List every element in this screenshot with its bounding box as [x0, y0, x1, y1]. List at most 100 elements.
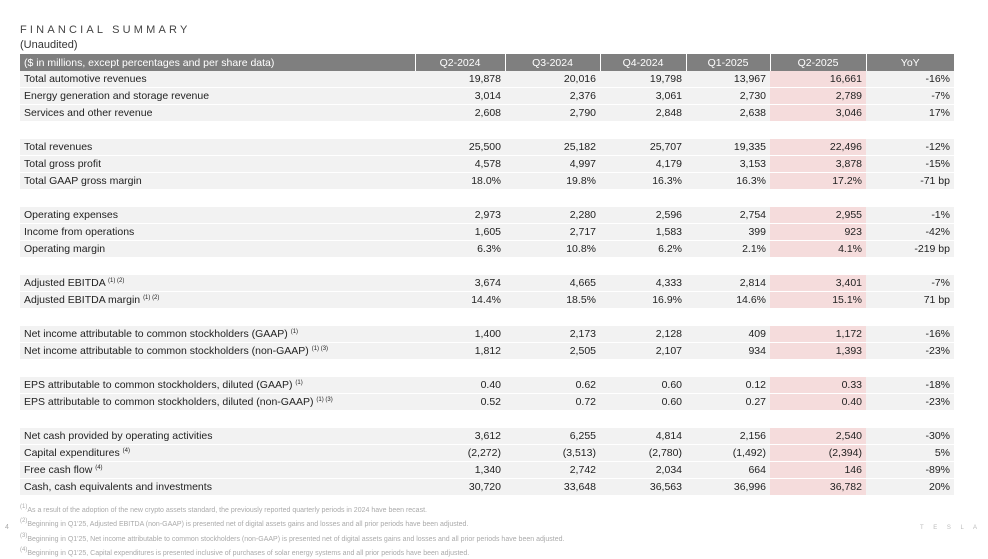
footnote-ref: (4)	[95, 465, 103, 471]
table-row: Operating margin 6.3% 10.8% 6.2% 2.1% 4.1% -21…	[20, 240, 954, 258]
cell-value: 0.62	[505, 376, 600, 394]
row-label: Adjusted EBITDA margin (1) (2)	[20, 291, 415, 309]
cell-value: 2,717	[505, 223, 600, 241]
table-row: Net income attributable to common stockh…	[20, 325, 954, 343]
column-header: YoY	[865, 54, 954, 71]
page-number: 4	[5, 524, 9, 531]
cell-value: -30%	[866, 427, 954, 445]
cell-value: 16,661	[770, 71, 866, 88]
row-label: Free cash flow (4)	[20, 461, 415, 479]
cell-value: 146	[770, 461, 866, 479]
spacer-row	[20, 121, 954, 139]
cell-value: 664	[686, 461, 770, 479]
footnote-text: Beginning in Q1'25, Capital expenditures…	[27, 549, 470, 557]
row-label: Services and other revenue	[20, 104, 415, 122]
tesla-logo: T E S L A	[920, 525, 982, 531]
table-row: Capital expenditures (4) (2,272) (3,513) (2…	[20, 444, 954, 462]
cell-value: 2,848	[600, 104, 686, 122]
row-label-text: Total GAAP gross margin	[24, 175, 142, 187]
column-header: Q1-2025	[685, 54, 770, 71]
cell-value: 20,016	[505, 71, 600, 88]
table-row: Adjusted EBITDA margin (1) (2) 14.4% 18.5%…	[20, 291, 954, 309]
footnote-number: (3)	[20, 532, 28, 539]
cell-value: 2,608	[415, 104, 505, 122]
footnotes: (1)As a result of the adoption of the ne…	[20, 502, 565, 559]
cell-value: 14.6%	[686, 291, 770, 309]
cell-value: 2,376	[505, 87, 600, 105]
cell-value: 2,505	[505, 342, 600, 360]
cell-value: 3,612	[415, 427, 505, 445]
cell-value: 0.52	[415, 393, 505, 411]
cell-value: 4,997	[505, 155, 600, 173]
cell-value: 3,014	[415, 87, 505, 105]
cell-value: 2,973	[415, 206, 505, 224]
cell-value: 2,754	[686, 206, 770, 224]
cell-value: 3,401	[770, 274, 866, 292]
cell-value: -23%	[866, 393, 954, 411]
cell-value: 10.8%	[505, 240, 600, 258]
table-row: Total automotive revenues 19,878 20,016 19,…	[20, 71, 954, 88]
row-label: Cash, cash equivalents and investments	[20, 478, 415, 496]
cell-value: 3,878	[770, 155, 866, 173]
cell-value: 0.33	[770, 376, 866, 394]
row-label: Net income attributable to common stockh…	[20, 325, 415, 343]
table-row: Free cash flow (4) 1,340 2,742 2,034 664 146-…	[20, 461, 954, 479]
row-label-text: Operating margin	[24, 243, 106, 255]
cell-value: 16.9%	[600, 291, 686, 309]
cell-value: 20%	[866, 478, 954, 496]
cell-value: 17.2%	[770, 172, 866, 190]
cell-value: 19,878	[415, 71, 505, 88]
footnote-ref: (1) (2)	[108, 278, 125, 284]
table-row: Total revenues 25,500 25,182 25,707 19,335 22…	[20, 138, 954, 156]
cell-value: 16.3%	[600, 172, 686, 190]
row-label: Energy generation and storage revenue	[20, 87, 415, 105]
cell-value: 16.3%	[686, 172, 770, 190]
footnote-text: Beginning in Q1'25, Adjusted EBITDA (non…	[27, 521, 469, 529]
cell-value: 2,128	[600, 325, 686, 343]
row-label: Capital expenditures (4)	[20, 444, 415, 462]
table-row: Income from operations 1,605 2,717 1,583 399…	[20, 223, 954, 241]
cell-value: 6.3%	[415, 240, 505, 258]
cell-value: 1,172	[770, 325, 866, 343]
spacer-row	[20, 308, 954, 326]
cell-value: 2,814	[686, 274, 770, 292]
column-header: Q2-2025	[769, 54, 866, 71]
cell-value: 2,742	[505, 461, 600, 479]
row-label: EPS attributable to common stockholders,…	[20, 376, 415, 394]
footnote: (1)As a result of the adoption of the ne…	[20, 502, 565, 516]
cell-value: 3,061	[600, 87, 686, 105]
cell-value: 2,280	[505, 206, 600, 224]
cell-value: 4,578	[415, 155, 505, 173]
cell-value: 18.5%	[505, 291, 600, 309]
page-title: FINANCIAL SUMMARY	[20, 24, 191, 36]
cell-value: -7%	[866, 87, 954, 105]
spacer-row	[20, 359, 954, 377]
cell-value: 13,967	[686, 71, 770, 88]
footnote-ref: (4)	[122, 448, 130, 454]
cell-value: -15%	[866, 155, 954, 173]
cell-value: 19.8%	[505, 172, 600, 190]
cell-value: 2,789	[770, 87, 866, 105]
spacer-row	[20, 410, 954, 428]
footnote-number: (1)	[20, 504, 28, 510]
footnote-number: (2)	[20, 518, 28, 525]
cell-value: 6,255	[505, 427, 600, 445]
cell-value: -42%	[866, 223, 954, 241]
row-label-text: Adjusted EBITDA	[24, 277, 106, 289]
financial-summary-table: ($ in millions, except percentages and p…	[20, 54, 954, 496]
footnote-ref: (1) (3)	[316, 397, 333, 403]
cell-value: 2,540	[770, 427, 866, 445]
cell-value: 25,500	[415, 138, 505, 156]
cell-value: -71 bp	[866, 172, 954, 190]
cell-value: 33,648	[505, 478, 600, 496]
row-label: Operating expenses	[20, 206, 415, 224]
cell-value: -16%	[866, 71, 954, 88]
cell-value: 14.4%	[415, 291, 505, 309]
row-label-text: Income from operations	[24, 226, 135, 238]
footnote-ref: (1) (2)	[143, 295, 160, 301]
cell-value: 4,814	[600, 427, 686, 445]
cell-value: 4,333	[600, 274, 686, 292]
cell-value: 0.60	[600, 376, 686, 394]
footnote: (3)Beginning in Q1'25, Net income attrib…	[20, 531, 565, 545]
cell-value: 36,782	[770, 478, 866, 496]
